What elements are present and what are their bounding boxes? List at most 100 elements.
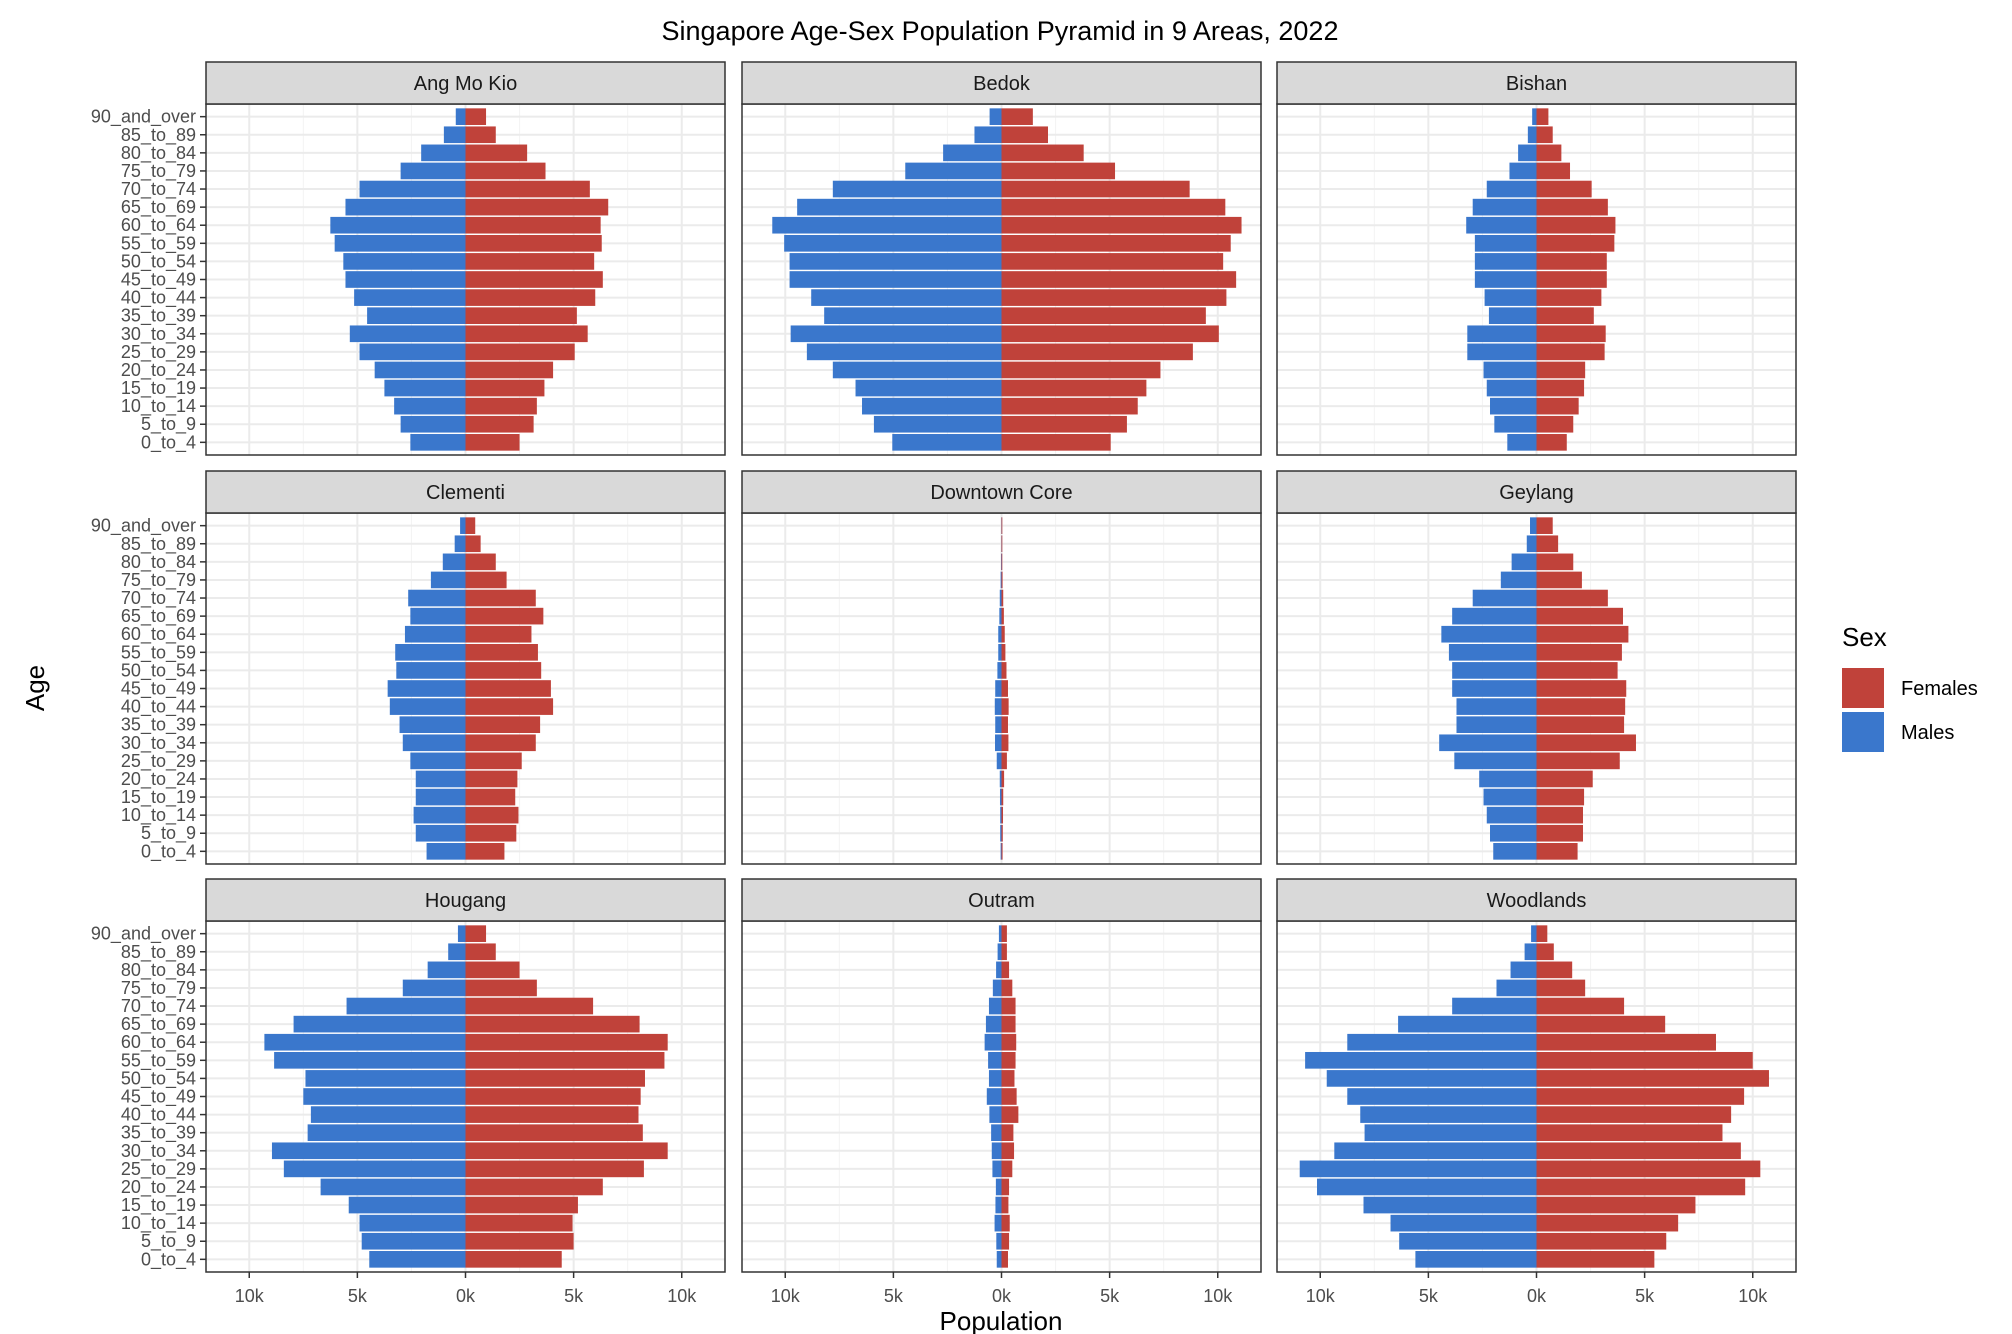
bar-male-5_to_9: [415, 824, 466, 842]
bar-female-20_to_24: [1001, 770, 1005, 788]
bar-male-60_to_64: [1466, 216, 1537, 234]
bar-female-85_to_89: [1536, 535, 1559, 553]
bar-female-80_to_84: [1001, 961, 1010, 979]
bar-male-25_to_29: [1467, 343, 1537, 361]
bar-male-40_to_44: [989, 1106, 1002, 1123]
strip-label: Downtown Core: [930, 482, 1072, 504]
bar-male-40_to_44: [1456, 698, 1537, 715]
bar-male-60_to_64: [404, 625, 466, 643]
bar-male-55_to_59: [1448, 643, 1537, 661]
legend-key-males: [1842, 712, 1884, 752]
bar-female-5_to_9: [465, 1232, 574, 1250]
bar-male-25_to_29: [359, 343, 466, 361]
bar-female-80_to_84: [465, 961, 520, 979]
bar-female-20_to_24: [1536, 1178, 1746, 1196]
bar-male-65_to_69: [1398, 1015, 1537, 1033]
y-tick-label: 50_to_54: [121, 1068, 196, 1089]
bar-female-85_to_89: [1536, 126, 1553, 144]
bar-male-10_to_14: [862, 397, 1002, 415]
bar-male-80_to_84: [1001, 553, 1002, 571]
x-tick-label: 0k: [1527, 1286, 1547, 1306]
bar-male-0_to_4: [369, 1251, 466, 1268]
bar-male-15_to_19: [1363, 1196, 1537, 1214]
bar-male-10_to_14: [1486, 806, 1537, 824]
y-tick-label: 45_to_49: [121, 1087, 196, 1108]
bar-female-90_and_over: [1001, 925, 1007, 942]
bar-female-5_to_9: [1536, 824, 1583, 842]
bar-male-90_and_over: [457, 925, 466, 942]
y-tick-label: 70_to_74: [121, 588, 196, 609]
y-tick-label: 40_to_44: [121, 1105, 196, 1126]
panel-bedok: Bedok: [741, 61, 1262, 456]
bar-female-85_to_89: [1001, 126, 1048, 144]
bar-male-35_to_39: [307, 1124, 466, 1142]
bar-female-45_to_49: [1536, 271, 1607, 288]
bar-male-50_to_54: [343, 253, 466, 270]
bar-male-20_to_24: [832, 361, 1002, 379]
bar-male-65_to_69: [797, 198, 1002, 216]
bar-female-55_to_59: [465, 643, 538, 661]
bar-male-80_to_84: [421, 144, 466, 162]
x-axis-title: Population: [940, 1306, 1063, 1334]
y-tick-label: 20_to_24: [121, 1177, 196, 1198]
bar-male-35_to_39: [824, 307, 1002, 325]
bar-male-60_to_64: [1441, 625, 1537, 643]
bar-male-55_to_59: [334, 234, 466, 252]
bar-female-60_to_64: [1536, 625, 1629, 643]
bar-male-35_to_39: [1456, 716, 1537, 734]
y-tick-label: 30_to_34: [121, 733, 196, 754]
bar-male-45_to_49: [789, 271, 1002, 288]
bar-female-20_to_24: [1001, 1178, 1010, 1196]
y-tick-label: 35_to_39: [121, 715, 196, 736]
bar-male-25_to_29: [806, 343, 1002, 361]
bar-female-15_to_19: [465, 379, 545, 397]
bar-female-75_to_79: [1536, 571, 1582, 589]
bar-female-35_to_39: [465, 307, 577, 325]
bar-male-35_to_39: [399, 716, 466, 734]
bar-male-20_to_24: [374, 361, 466, 379]
bar-male-65_to_69: [985, 1015, 1002, 1033]
bar-male-85_to_89: [1526, 535, 1537, 553]
bar-female-0_to_4: [1001, 434, 1111, 451]
bar-female-90_and_over: [1536, 108, 1549, 125]
bar-male-80_to_84: [1510, 961, 1537, 979]
bar-male-25_to_29: [283, 1160, 466, 1178]
y-tick-label: 70_to_74: [121, 996, 196, 1017]
bar-female-75_to_79: [465, 162, 546, 180]
y-tick-label: 55_to_59: [121, 642, 196, 663]
bar-female-15_to_19: [1001, 379, 1147, 397]
y-tick-label: 55_to_59: [121, 233, 196, 254]
y-tick-label: 85_to_89: [121, 942, 196, 963]
x-tick-label: 10k: [1738, 1286, 1768, 1306]
bar-male-50_to_54: [1326, 1070, 1537, 1087]
bar-female-45_to_49: [465, 271, 603, 288]
bar-female-0_to_4: [1536, 843, 1578, 860]
bar-female-20_to_24: [465, 1178, 603, 1196]
bar-male-40_to_44: [811, 289, 1002, 306]
bar-male-0_to_4: [1493, 843, 1537, 860]
bar-male-20_to_24: [999, 770, 1002, 788]
bar-female-85_to_89: [1001, 535, 1003, 553]
strip-background: [1276, 470, 1797, 514]
x-tick-label: 5k: [1100, 1286, 1120, 1306]
bar-female-70_to_74: [1536, 180, 1592, 198]
bar-female-45_to_49: [1001, 1088, 1017, 1105]
y-tick-label: 15_to_19: [121, 378, 196, 399]
x-tick-label: 10k: [667, 1286, 697, 1306]
bar-female-5_to_9: [465, 824, 517, 842]
panel-outram: Outram 10k 5k 0k 5k 10k: [741, 878, 1262, 1306]
bar-female-65_to_69: [1536, 607, 1623, 625]
bar-male-15_to_19: [1486, 379, 1537, 397]
bar-female-25_to_29: [1536, 1160, 1761, 1178]
bar-female-65_to_69: [465, 198, 609, 216]
bar-male-75_to_79: [1496, 979, 1537, 997]
bar-male-60_to_64: [998, 625, 1002, 643]
bar-female-50_to_54: [1536, 253, 1607, 270]
bar-female-40_to_44: [465, 698, 554, 715]
x-tick-label: 10k: [1203, 1286, 1233, 1306]
bar-female-55_to_59: [465, 234, 602, 252]
facet-panels: Ang Mo Kio0_to_45_to_910_to_1415_to_1920…: [91, 61, 1797, 1306]
bar-female-90_and_over: [1001, 108, 1033, 125]
bar-female-40_to_44: [1536, 1106, 1732, 1123]
bar-female-20_to_24: [1536, 361, 1586, 379]
